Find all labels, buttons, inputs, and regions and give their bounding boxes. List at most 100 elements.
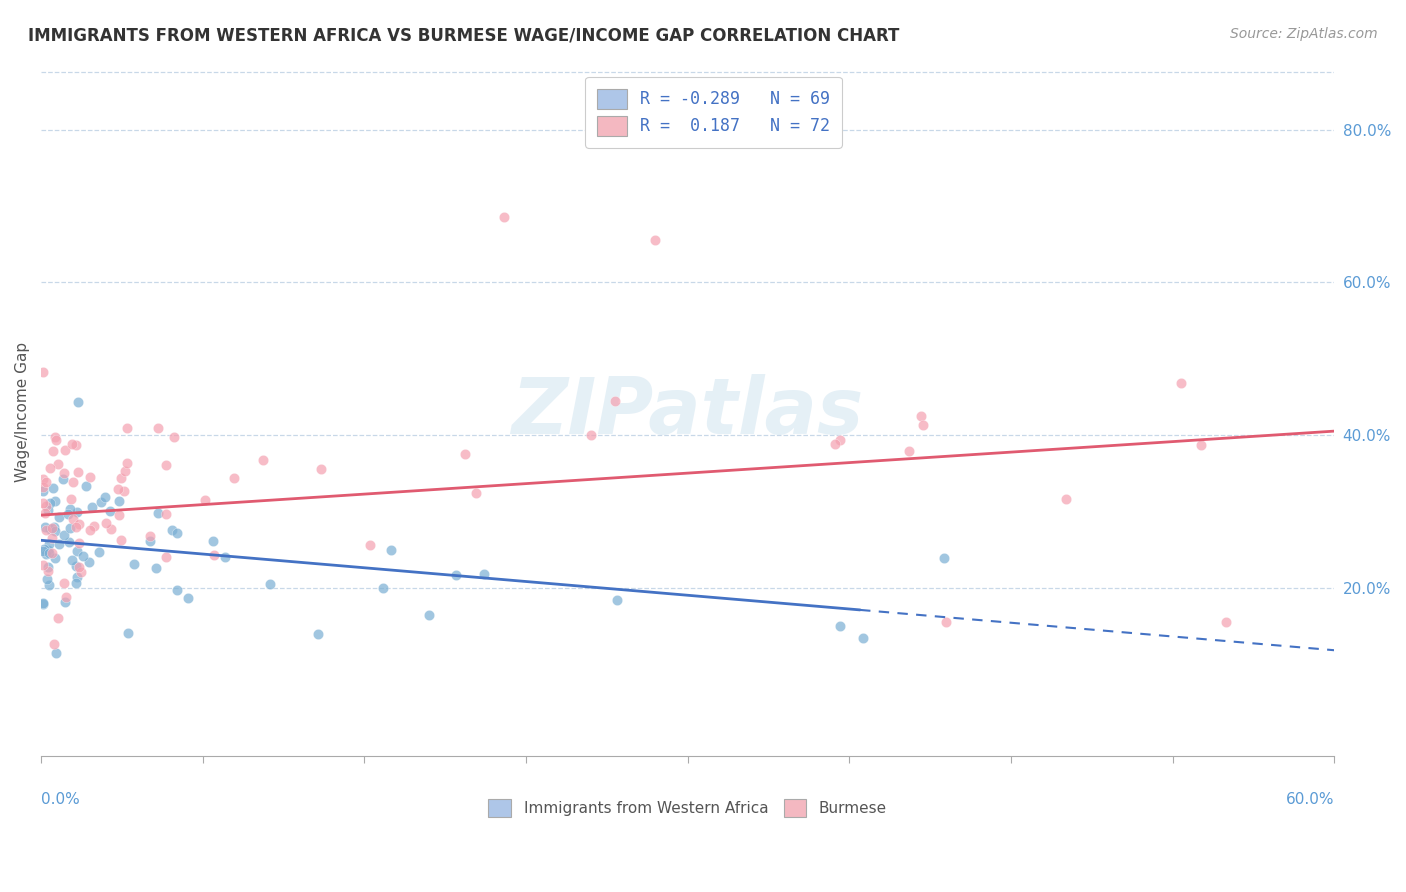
Point (58, 534, 80, 549)
Point (90, 494, 112, 508)
Point (42, 443, 65, 458)
Point (494, 211, 516, 225)
Point (37, 502, 59, 516)
Point (160, 524, 183, 538)
Point (66, 569, 89, 583)
Point (465, 486, 488, 500)
Point (79, 523, 101, 537)
Point (53, 595, 76, 609)
Point (83, 518, 105, 533)
Point (60, 552, 83, 566)
Point (56, 508, 79, 522)
Point (77, 555, 100, 569)
Point (34, 520, 56, 534)
Point (67, 516, 90, 531)
Point (114, 464, 136, 478)
Point (37, 542, 59, 557)
Point (67, 466, 90, 480)
Point (44, 430, 66, 444)
Point (65, 438, 87, 452)
Point (311, 462, 333, 476)
Point (66, 394, 89, 409)
Point (65, 505, 87, 519)
Y-axis label: Wage/Income Gap: Wage/Income Gap (15, 342, 30, 482)
Point (48, 537, 70, 551)
Point (579, 428, 602, 442)
Point (100, 522, 122, 536)
Point (166, 582, 188, 597)
Point (32, 558, 55, 572)
Point (94, 490, 117, 504)
Point (155, 458, 177, 473)
Point (108, 508, 131, 523)
Point (35, 523, 58, 537)
Point (44, 524, 66, 538)
Point (32, 472, 55, 486)
Point (53, 442, 76, 457)
Point (380, 543, 402, 558)
Point (359, 538, 381, 552)
Point (32, 496, 55, 510)
Point (259, 577, 281, 591)
Point (155, 507, 177, 521)
Point (59, 502, 82, 516)
Text: 0.0%: 0.0% (41, 792, 80, 807)
Point (115, 456, 138, 470)
Point (38, 546, 60, 560)
Point (35, 573, 58, 587)
Point (41, 521, 63, 535)
Text: IMMIGRANTS FROM WESTERN AFRICA VS BURMESE WAGE/INCOME GAP CORRELATION CHART: IMMIGRANTS FROM WESTERN AFRICA VS BURMES… (28, 27, 900, 45)
Point (148, 421, 170, 435)
Point (32, 542, 55, 557)
Point (62, 475, 84, 490)
Point (112, 483, 135, 498)
Point (66, 543, 89, 558)
Point (418, 607, 440, 622)
Point (222, 471, 245, 485)
Point (38, 537, 60, 551)
Point (935, 615, 957, 629)
Point (177, 591, 200, 605)
Point (852, 631, 875, 645)
Point (96, 516, 118, 531)
Point (644, 233, 666, 247)
Point (146, 506, 169, 520)
Point (145, 561, 167, 575)
Point (605, 394, 627, 409)
Point (214, 549, 236, 564)
Point (45, 646, 67, 660)
Point (910, 409, 932, 424)
Point (60, 437, 83, 451)
Point (38, 461, 60, 475)
Point (107, 482, 129, 496)
Point (52, 472, 75, 486)
Point (371, 581, 394, 595)
Point (122, 557, 145, 571)
Point (155, 550, 177, 565)
Point (824, 437, 846, 451)
Text: Source: ZipAtlas.com: Source: ZipAtlas.com (1230, 27, 1378, 41)
Point (75, 479, 97, 493)
Point (1215, 615, 1237, 629)
Point (67, 536, 90, 550)
Point (67, 559, 90, 574)
Point (87, 545, 110, 559)
Point (48, 510, 70, 524)
Point (139, 533, 162, 548)
Point (932, 551, 955, 566)
Point (472, 566, 495, 581)
Point (32, 597, 55, 611)
Point (110, 471, 132, 485)
Point (166, 525, 188, 540)
Point (606, 593, 628, 607)
Point (59, 491, 82, 506)
Point (202, 533, 225, 548)
Point (44, 551, 66, 566)
Point (108, 493, 131, 508)
Point (44, 520, 66, 534)
Point (100, 504, 122, 518)
Point (82, 500, 104, 514)
Point (307, 627, 329, 641)
Point (32, 544, 55, 558)
Point (830, 619, 852, 633)
